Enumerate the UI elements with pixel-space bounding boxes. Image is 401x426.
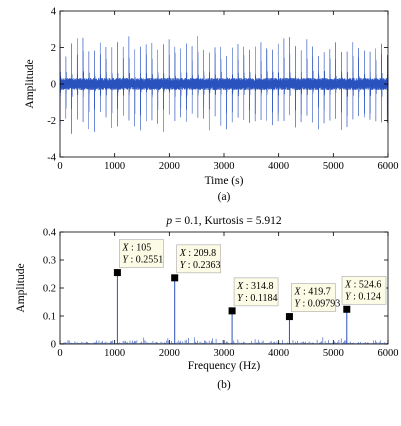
x-value: : 209.8 xyxy=(186,248,216,259)
title-p-symbol: p xyxy=(165,215,172,227)
y-prefix: Y xyxy=(180,260,187,271)
time-signal-line xyxy=(59,36,389,134)
peak-datatip-box xyxy=(119,239,164,268)
x-tick-label-a: 2000 xyxy=(159,161,180,172)
y-tick-label-b: 0.3 xyxy=(43,256,56,267)
x-value: : 524.6 xyxy=(351,279,381,290)
peak-y-label: Y : 0.2551 xyxy=(122,255,163,266)
spectrum-title: p = 0.1, Kurtosis = 5.912 xyxy=(165,215,281,227)
peak-y-label: Y : 0.09793 xyxy=(294,299,340,310)
x-value: : 314.8 xyxy=(243,281,273,292)
peak-y-label: Y : 0.2363 xyxy=(180,260,221,271)
y-prefix: Y xyxy=(237,293,244,304)
peak-x-label: X : 314.8 xyxy=(236,281,273,292)
y-tick-label-b: 0.4 xyxy=(43,228,57,239)
x-tick-label-a: 0 xyxy=(57,161,62,172)
y-value: : 0.2551 xyxy=(128,255,163,266)
x-prefix: X xyxy=(344,279,352,290)
x-tick-label-a: 1000 xyxy=(104,161,125,172)
y-value: : 0.2363 xyxy=(185,260,220,271)
x-tick-label-b: 5000 xyxy=(323,348,344,359)
plot-frame-b xyxy=(59,231,389,345)
title-rest: = 0.1, Kurtosis = 5.912 xyxy=(172,215,282,227)
y-tick-label-a: 0 xyxy=(51,80,56,91)
x-tick-label-b: 2000 xyxy=(159,348,180,359)
x-value: : 419.7 xyxy=(301,287,331,298)
x-prefix: X xyxy=(121,243,129,254)
peak-x-label: X : 209.8 xyxy=(179,248,216,259)
peak-y-label: Y : 0.1184 xyxy=(237,293,277,304)
time-signal-path xyxy=(59,36,389,134)
peak-marker xyxy=(113,269,121,277)
x-tick-label-a: 6000 xyxy=(378,161,399,172)
peak-marker xyxy=(171,274,179,282)
y-tick-label-a: 4 xyxy=(51,7,57,18)
y-prefix: Y xyxy=(122,255,129,266)
time-signal-panel: -4 -2 0 2 4 0 1000 2000 3000 4000 5000 6000 Amplit… xyxy=(24,7,399,204)
y-tick-label-b: 0.1 xyxy=(43,312,56,323)
x-tick-label-a: 4000 xyxy=(268,161,289,172)
y-prefix: Y xyxy=(345,291,352,302)
x-prefix: X xyxy=(236,281,244,292)
y-tick-label-b: 0 xyxy=(51,340,56,351)
y-axis-label-a: Amplitude xyxy=(24,59,36,108)
y-value: : 0.124 xyxy=(351,291,381,302)
peak-marker xyxy=(343,305,351,313)
y-axis-label-b: Amplitude xyxy=(15,263,27,312)
x-tick-label-b: 3000 xyxy=(214,348,235,359)
peak-datatip-box xyxy=(176,244,221,274)
x-axis-label-b: Frequency (Hz) xyxy=(188,360,261,372)
peak-x-label: X : 524.6 xyxy=(344,279,381,290)
x-tick-label-b: 6000 xyxy=(378,348,399,359)
x-prefix: X xyxy=(293,287,301,298)
spectrum-panel: p = 0.1, Kurtosis = 5.912 00.10.20.30.4 … xyxy=(15,215,399,391)
panel-caption-b: (b) xyxy=(217,379,231,391)
peak-marker xyxy=(228,307,236,315)
x-tick-label-b: 0 xyxy=(57,348,62,359)
x-tick-label-a: 3000 xyxy=(214,161,235,172)
y-ticks-a: -4 -2 0 2 4 xyxy=(47,7,388,164)
x-prefix: X xyxy=(179,248,187,259)
y-tick-label-a: -4 xyxy=(47,153,56,164)
y-prefix: Y xyxy=(294,299,301,310)
peak-x-label: X : 419.7 xyxy=(293,287,330,298)
x-ticks-b: 0 1000 2000 3000 4000 5000 6000 xyxy=(57,232,399,359)
x-ticks-a: 0 1000 2000 3000 4000 5000 6000 xyxy=(57,11,399,172)
y-tick-label-a: 2 xyxy=(51,43,56,54)
peak-datatip-box xyxy=(233,277,279,307)
y-ticks-b: 0 0.1 0.2 0.3 0.4 xyxy=(43,228,388,351)
x-tick-label-b: 4000 xyxy=(268,348,289,359)
peak-datatip-box xyxy=(341,275,387,305)
y-tick-label-a: -2 xyxy=(47,116,56,127)
x-tick-label-a: 5000 xyxy=(323,161,344,172)
y-value: : 0.1184 xyxy=(243,293,278,304)
panel-caption-a: (a) xyxy=(218,191,231,203)
peak-marker xyxy=(285,313,293,321)
x-tick-label-b: 1000 xyxy=(104,348,125,359)
x-value: : 105 xyxy=(129,243,152,254)
y-tick-label-b: 0.2 xyxy=(43,284,56,295)
peak-datatip-box xyxy=(291,283,336,312)
peak-y-label: Y : 0.124 xyxy=(345,291,381,302)
peak-x-label: X : 105 xyxy=(121,243,151,254)
x-axis-label-a: Time (s) xyxy=(205,175,244,187)
y-value: : 0.09793 xyxy=(300,299,340,310)
